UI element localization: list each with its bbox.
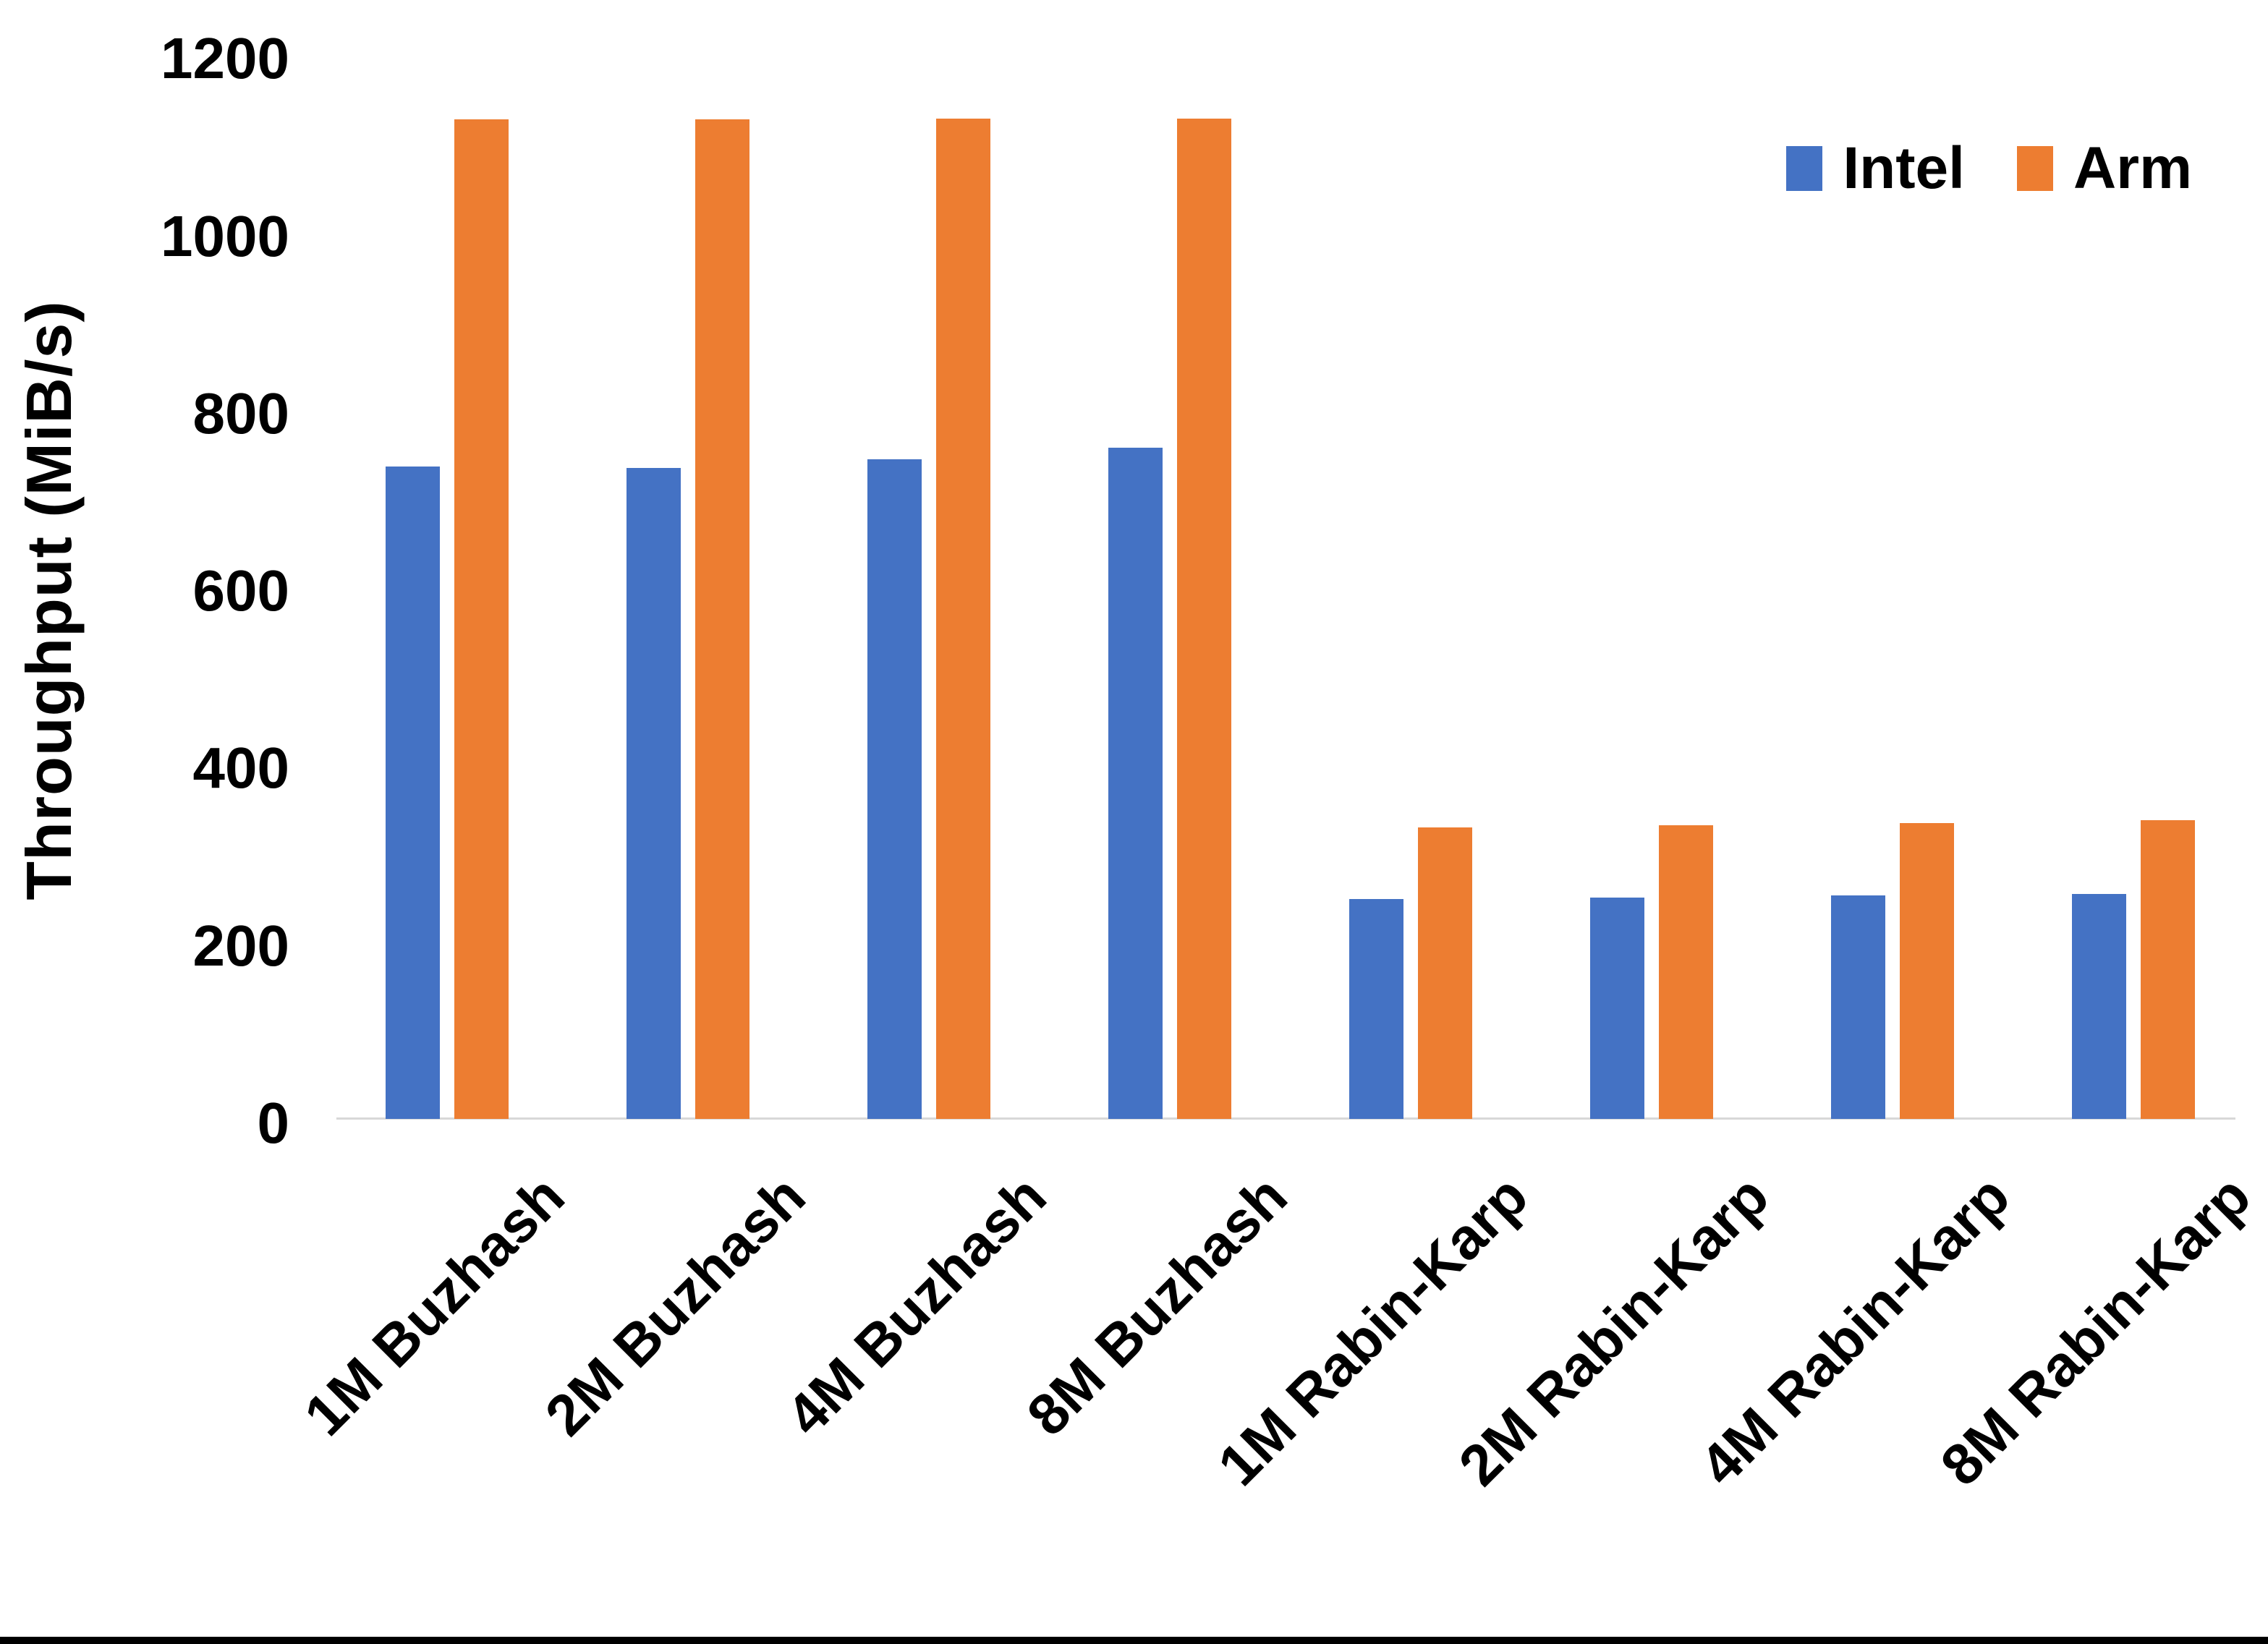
bar-arm-8m-rabin-karp bbox=[2141, 820, 2195, 1119]
y-tick-label-400: 400 bbox=[192, 736, 289, 801]
bar-intel-8m-buzhash bbox=[1108, 448, 1163, 1119]
x-label-2m-buzhash: 2M Buzhash bbox=[532, 1163, 817, 1448]
bar-intel-2m-rabin-karp bbox=[1590, 898, 1644, 1119]
y-tick-label-600: 600 bbox=[192, 558, 289, 623]
bar-intel-8m-rabin-karp bbox=[2072, 894, 2126, 1119]
bar-arm-1m-rabin-karp bbox=[1418, 827, 1472, 1119]
y-tick-label-200: 200 bbox=[192, 913, 289, 978]
bar-intel-2m-buzhash bbox=[627, 468, 681, 1119]
legend-item-arm: Arm bbox=[2016, 135, 2192, 201]
bar-intel-4m-rabin-karp bbox=[1831, 895, 1885, 1119]
y-tick-label-0: 0 bbox=[257, 1091, 290, 1155]
bar-arm-2m-rabin-karp bbox=[1659, 825, 1713, 1119]
bottom-border-bar bbox=[0, 1637, 2268, 1644]
x-label-1m-buzhash: 1M Buzhash bbox=[292, 1163, 577, 1448]
bar-intel-1m-rabin-karp bbox=[1349, 899, 1403, 1119]
bar-intel-4m-buzhash bbox=[867, 459, 922, 1119]
x-axis-line bbox=[336, 1117, 2235, 1120]
legend: Intel Arm bbox=[1786, 139, 2192, 198]
legend-swatch-arm bbox=[2016, 146, 2053, 191]
bar-arm-8m-buzhash bbox=[1177, 119, 1231, 1119]
bar-arm-4m-rabin-karp bbox=[1900, 823, 1954, 1119]
legend-label-intel: Intel bbox=[1843, 135, 1965, 201]
bar-arm-1m-buzhash bbox=[454, 119, 509, 1119]
bar-arm-2m-buzhash bbox=[695, 119, 749, 1119]
y-tick-label-800: 800 bbox=[192, 380, 289, 446]
legend-item-intel: Intel bbox=[1786, 139, 1965, 198]
bar-arm-4m-buzhash bbox=[936, 119, 990, 1119]
y-tick-label-1000: 1000 bbox=[161, 203, 289, 268]
y-tick-label-1200: 1200 bbox=[161, 26, 289, 91]
bar-intel-1m-buzhash bbox=[386, 467, 440, 1119]
legend-swatch-intel bbox=[1786, 146, 1823, 191]
legend-label-arm: Arm bbox=[2073, 135, 2192, 201]
x-label-4m-buzhash: 4M Buzhash bbox=[773, 1163, 1058, 1448]
